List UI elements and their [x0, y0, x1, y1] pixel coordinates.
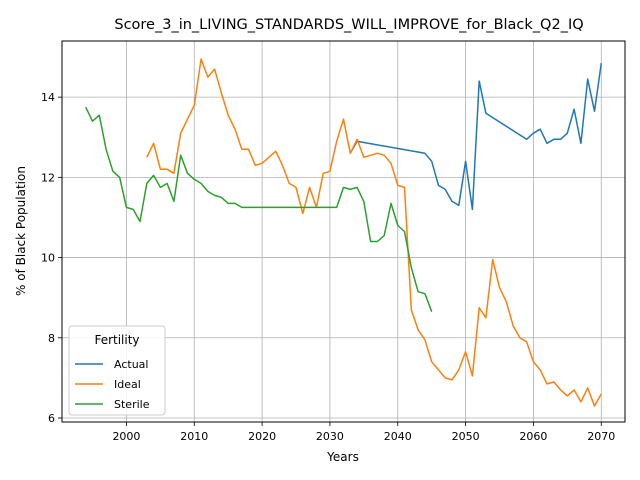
legend-title: Fertility: [94, 333, 139, 347]
legend-label-actual: Actual: [114, 358, 148, 371]
y-tick-label: 14: [41, 91, 55, 104]
x-tick-label: 2000: [112, 430, 140, 443]
x-axis-ticks: 2000 2010 2020 2030 2040 2050 2060 2070: [112, 422, 615, 443]
x-axis-label: Years: [326, 450, 359, 464]
legend-label-sterile: Sterile: [114, 398, 150, 411]
y-axis-label: % of Black Population: [14, 166, 28, 296]
y-tick-label: 10: [41, 252, 55, 265]
series-line-sterile: [86, 107, 432, 312]
x-tick-label: 2050: [452, 430, 480, 443]
x-tick-label: 2040: [384, 430, 412, 443]
series-line-actual: [350, 63, 601, 209]
y-tick-label: 6: [48, 412, 55, 425]
x-tick-label: 2070: [587, 430, 615, 443]
x-tick-label: 2010: [180, 430, 208, 443]
y-tick-label: 8: [48, 332, 55, 345]
y-axis-ticks: 6 8 10 12 14: [41, 91, 62, 425]
legend-label-ideal: Ideal: [114, 378, 141, 391]
x-tick-label: 2020: [248, 430, 276, 443]
legend: Fertility Actual Ideal Sterile: [69, 326, 165, 415]
x-tick-label: 2060: [519, 430, 547, 443]
chart-title: Score_3_in_LIVING_STANDARDS_WILL_IMPROVE…: [114, 17, 583, 33]
x-tick-label: 2030: [316, 430, 344, 443]
y-tick-label: 12: [41, 171, 55, 184]
